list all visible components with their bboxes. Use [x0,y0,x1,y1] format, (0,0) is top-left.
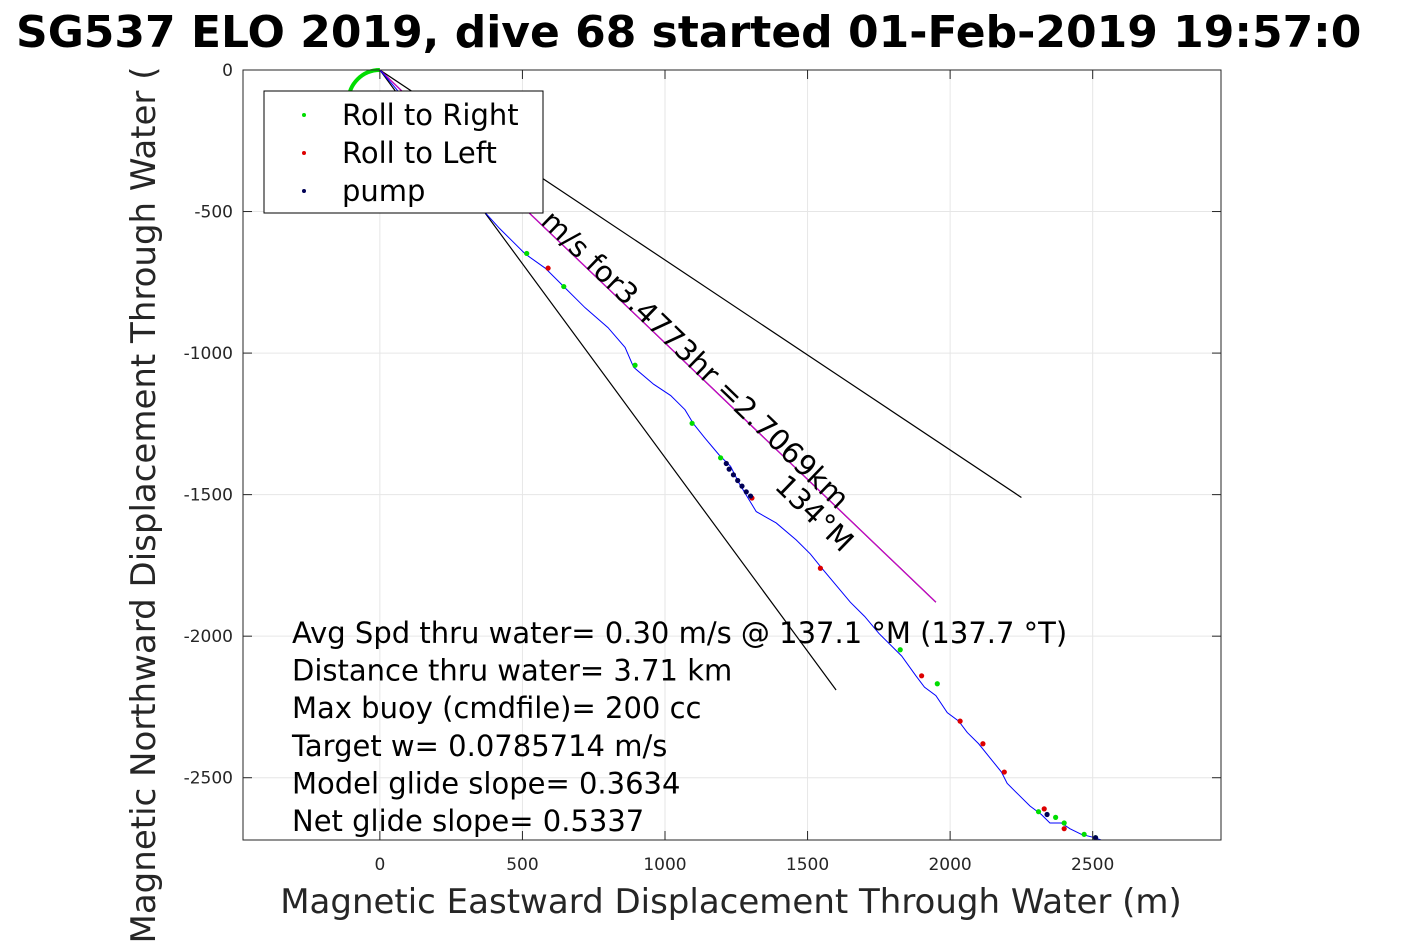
roll-left-point [919,673,925,679]
y-tick-label: -2000 [184,627,233,647]
pump-point [726,466,732,472]
pump-point [743,489,749,495]
legend-box [263,90,544,214]
chart-title: SG537 ELO 2019, dive 68 started 01-Feb-2… [16,7,1361,58]
legend-pump-label: pump [342,174,425,208]
annotation-line: Max buoy (cmdfile)= 200 cc [292,691,701,725]
roll-right-point [717,455,724,461]
annotation-block: Avg Spd thru water= 0.30 m/s @ 137.1 °M … [291,616,1067,838]
roll-left-point [957,718,963,724]
roll-right-point [1061,820,1067,826]
roll-left-point [1061,826,1067,832]
legend-roll-left-label: Roll to Left [342,136,497,170]
roll-left-point [817,565,823,571]
legend: Roll to Right Roll to Left pump [263,90,544,214]
annotation-line: Avg Spd thru water= 0.30 m/s @ 137.1 °M … [292,616,1067,650]
roll-right-point [689,420,695,426]
tick-layer: 0 500 1000 1500 2000 2500 0 -500 -1000 -1500 -2000… [184,61,1221,875]
legend-pump-marker [302,189,306,193]
legend-roll-right-label: Roll to Right [342,98,519,132]
roll-right-point [897,647,903,653]
pump-point [1044,811,1050,818]
y-axis-label: Magnetic Northward Displacement Through … [124,67,164,944]
roll-right-point [524,250,530,257]
roll-left-point [545,265,551,271]
marker-layer [524,250,1099,841]
annotation-line: Net glide slope= 0.5337 [292,804,644,838]
x-tick-label: 2500 [1071,855,1114,875]
roll-left-point [1041,806,1047,812]
roll-right-point [934,681,940,687]
roll-left-point [1001,769,1007,775]
annotation-line: Model glide slope= 0.3634 [292,766,680,800]
x-tick-label: 1500 [786,855,829,875]
x-tick-label: 2000 [928,855,971,875]
x-tick-label: 0 [374,855,385,875]
x-tick-label: 1000 [643,855,686,875]
pump-point [723,460,729,467]
y-tick-label: 0 [222,61,233,81]
y-tick-label: -2500 [184,769,233,789]
x-tick-label: 500 [506,855,538,875]
y-tick-label: -1500 [184,486,233,506]
legend-roll-right-marker [302,113,306,117]
roll-right-point [1053,814,1059,820]
annotation-line: Distance thru water= 3.71 km [292,654,732,688]
plot-frame [242,69,1222,841]
roll-left-point [980,741,986,747]
pump-point [735,477,741,484]
roll-right-point [1035,809,1042,815]
annotation-line: Target w= 0.0785714 m/s [291,729,667,763]
pump-point [730,472,737,478]
track-line [379,69,1102,841]
y-tick-label: -500 [194,203,233,223]
pump-point [739,483,745,489]
roll-right-point [561,283,567,290]
x-axis-label: Magnetic Eastward Displacement Through W… [280,882,1182,922]
pump-point [747,493,754,499]
pump-point [1092,835,1099,841]
roll-right-point [632,362,638,368]
legend-roll-left-marker [302,151,306,155]
roll-right-point [1081,831,1087,837]
y-tick-label: -1000 [184,344,233,364]
